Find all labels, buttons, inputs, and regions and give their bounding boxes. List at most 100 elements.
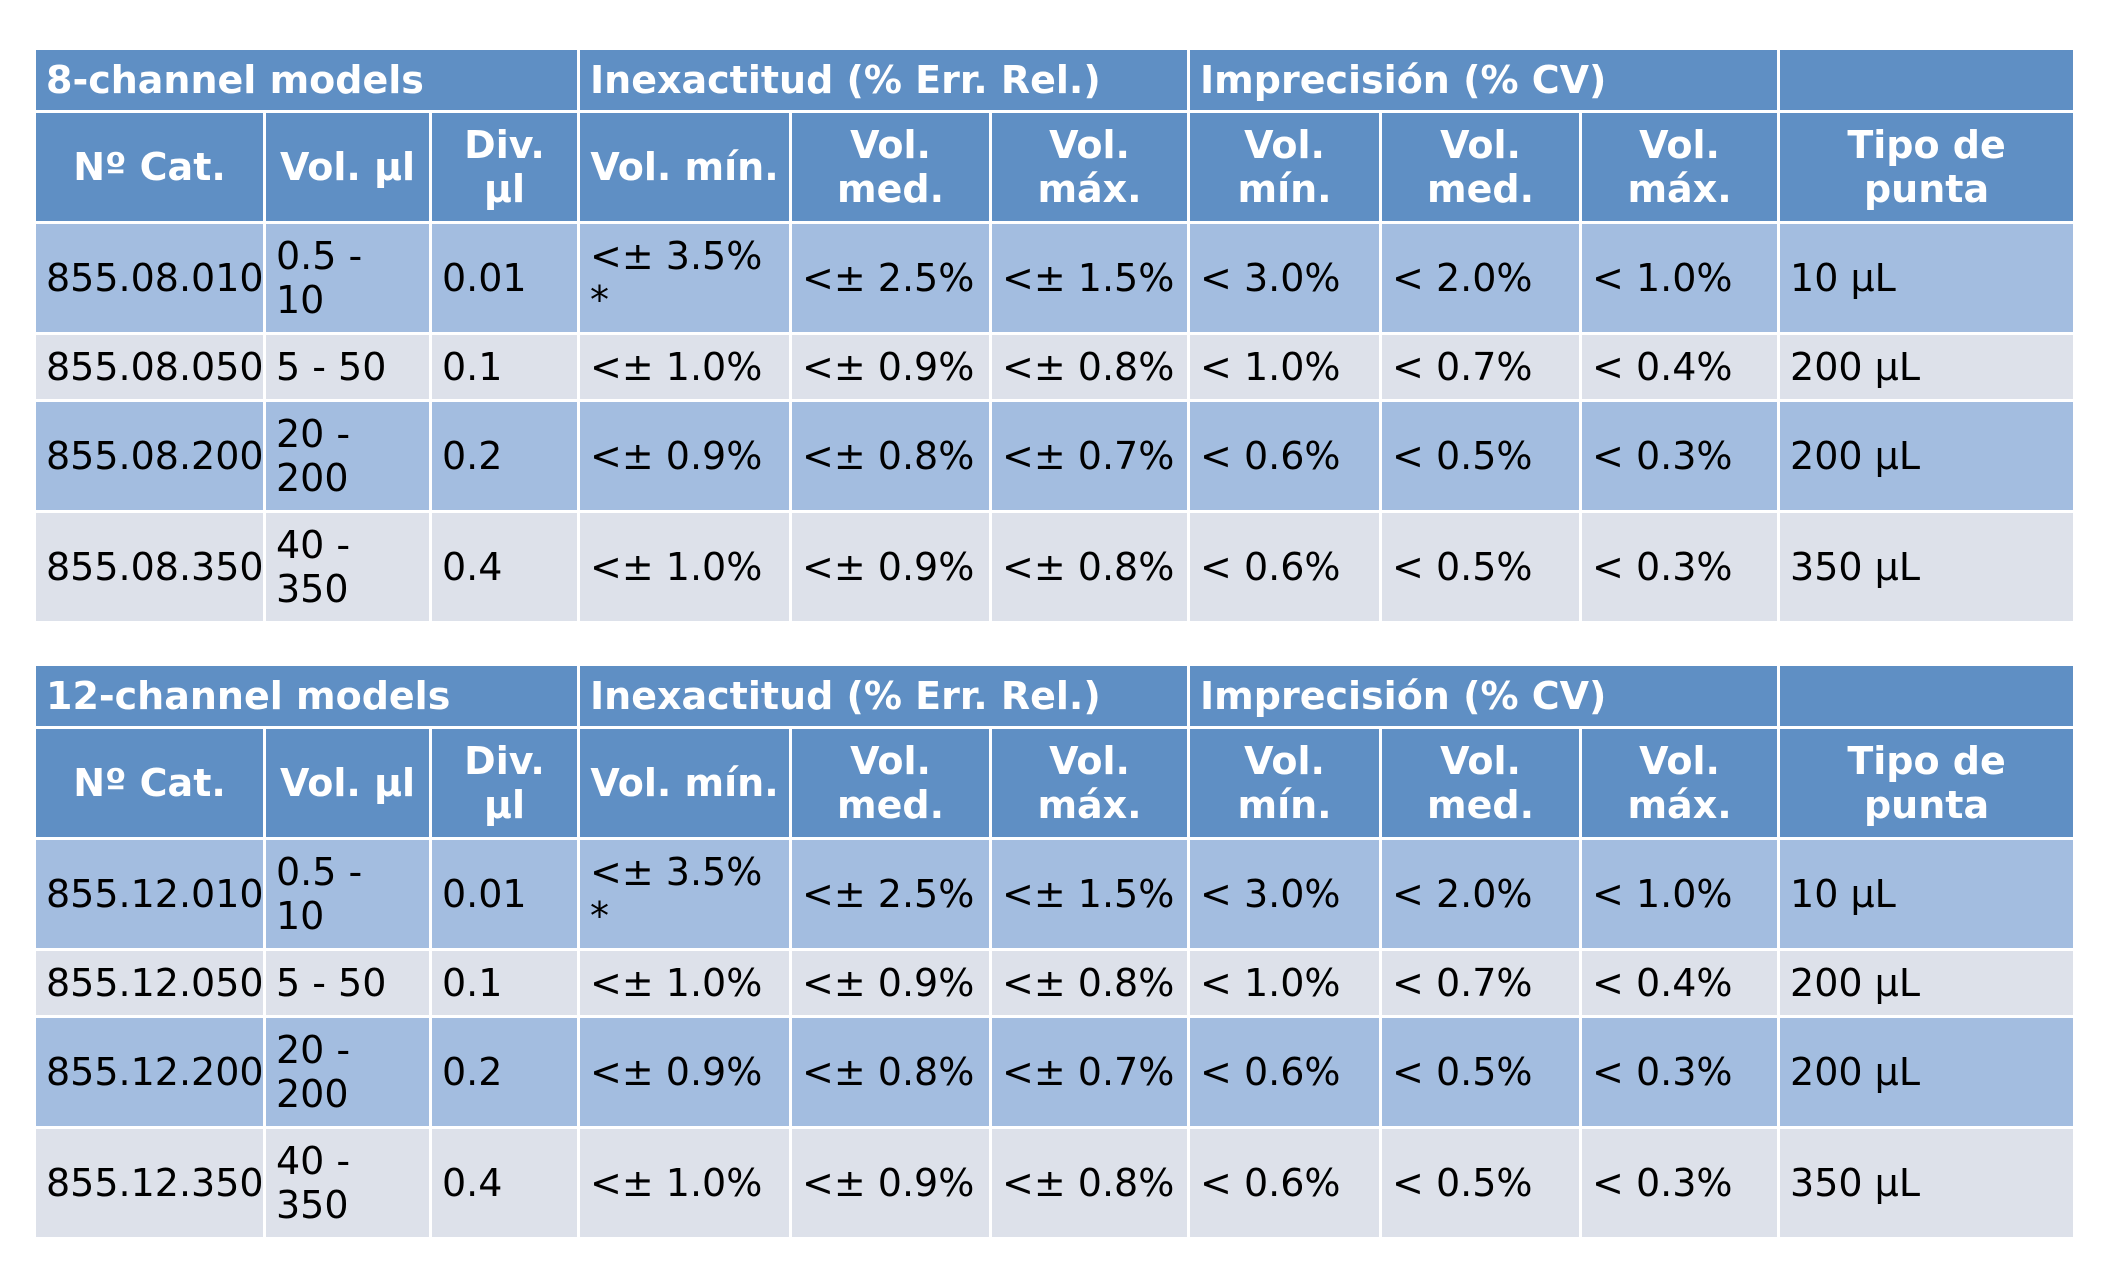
column-header-vol: Vol. µl xyxy=(263,726,432,840)
cell-tipo: 10 µL xyxy=(1777,837,2077,951)
cell-tipo: 350 µL xyxy=(1777,510,2077,624)
cell-inex-min: <± 1.0% xyxy=(577,332,793,402)
cell-imp-med: < 0.5% xyxy=(1379,399,1583,513)
cell-imp-max: < 0.3% xyxy=(1579,399,1781,513)
cell-cat: 855.08.350 xyxy=(33,510,266,624)
group-header-empty xyxy=(1777,47,2077,113)
group-header-empty xyxy=(1777,663,2077,729)
cell-imp-min: < 0.6% xyxy=(1187,399,1383,513)
cell-tipo: 200 µL xyxy=(1777,399,2077,513)
cell-vol: 0.5 - 10 xyxy=(263,837,432,951)
cell-inex-max: <± 0.8% xyxy=(989,332,1191,402)
cell-vol: 5 - 50 xyxy=(263,948,432,1018)
cell-tipo: 10 µL xyxy=(1777,221,2077,335)
cell-div: 0.2 xyxy=(428,1015,581,1129)
cell-imp-med: < 2.0% xyxy=(1379,837,1583,951)
table-title: 12-channel models xyxy=(32,663,581,729)
column-header-imp-max: Vol. máx. xyxy=(1579,726,1781,840)
column-header-tipo: Tipo de punta xyxy=(1777,110,2077,224)
cell-inex-min: <± 1.0% xyxy=(577,1126,793,1240)
cell-div: 0.4 xyxy=(428,510,581,624)
cell-cat: 855.08.050 xyxy=(33,332,266,402)
cell-inex-med: <± 2.5% xyxy=(789,837,993,951)
table-row: 855.08.010 0.5 - 10 0.01 <± 3.5% * <± 2.… xyxy=(33,221,2077,335)
column-header-inex-min: Vol. mín. xyxy=(577,110,793,224)
cell-inex-med: <± 0.9% xyxy=(789,948,993,1018)
cell-inex-med: <± 0.9% xyxy=(789,332,993,402)
cell-inex-max: <± 0.8% xyxy=(989,510,1191,624)
cell-inex-max: <± 1.5% xyxy=(989,837,1191,951)
cell-div: 0.2 xyxy=(428,399,581,513)
cell-inex-med: <± 0.8% xyxy=(789,1015,993,1129)
cell-cat: 855.12.050 xyxy=(33,948,266,1018)
column-header-div: Div. µl xyxy=(428,110,581,224)
cell-imp-max: < 0.4% xyxy=(1579,332,1781,402)
cell-imp-max: < 0.4% xyxy=(1579,948,1781,1018)
cell-inex-max: <± 0.8% xyxy=(989,948,1191,1018)
column-header-imp-med: Vol. med. xyxy=(1379,110,1583,224)
cell-tipo: 200 µL xyxy=(1777,332,2077,402)
cell-inex-min: <± 1.0% xyxy=(577,510,793,624)
column-header-cat: Nº Cat. xyxy=(33,110,266,224)
cell-imp-med: < 0.7% xyxy=(1379,332,1583,402)
cell-inex-med: <± 2.5% xyxy=(789,221,993,335)
cell-imp-med: < 2.0% xyxy=(1379,221,1583,335)
column-header-div: Div. µl xyxy=(428,726,581,840)
cell-cat: 855.08.010 xyxy=(33,221,266,335)
cell-inex-med: <± 0.9% xyxy=(789,1126,993,1240)
cell-cat: 855.12.010 xyxy=(33,837,266,951)
cell-div: 0.4 xyxy=(428,1126,581,1240)
spec-table-8-channel: 8-channel models Inexactitud (% Err. Rel… xyxy=(32,47,2077,624)
column-header-inex-med: Vol. med. xyxy=(789,110,993,224)
cell-inex-min: <± 0.9% xyxy=(577,399,793,513)
cell-imp-med: < 0.5% xyxy=(1379,1015,1583,1129)
table-row: 855.12.050 5 - 50 0.1 <± 1.0% <± 0.9% <±… xyxy=(33,948,2077,1018)
cell-cat: 855.12.200 xyxy=(33,1015,266,1129)
cell-vol: 20 - 200 xyxy=(263,399,432,513)
spec-table-12-channel: 12-channel models Inexactitud (% Err. Re… xyxy=(32,663,2077,1240)
table-row: 855.08.200 20 - 200 0.2 <± 0.9% <± 0.8% … xyxy=(33,399,2077,513)
cell-inex-med: <± 0.9% xyxy=(789,510,993,624)
cell-inex-max: <± 0.7% xyxy=(989,399,1191,513)
group-header-imprecision: Imprecisión (% CV) xyxy=(1187,663,1781,729)
cell-imp-max: < 0.3% xyxy=(1579,1015,1781,1129)
column-header-inex-max: Vol. máx. xyxy=(989,110,1191,224)
cell-imp-max: < 0.3% xyxy=(1579,1126,1781,1240)
column-header-imp-min: Vol. mín. xyxy=(1187,110,1383,224)
table-title: 8-channel models xyxy=(32,47,581,113)
cell-div: 0.1 xyxy=(428,332,581,402)
cell-inex-min: <± 0.9% xyxy=(577,1015,793,1129)
column-header-inex-max: Vol. máx. xyxy=(989,726,1191,840)
cell-inex-max: <± 0.8% xyxy=(989,1126,1191,1240)
group-header-imprecision: Imprecisión (% CV) xyxy=(1187,47,1781,113)
cell-imp-min: < 1.0% xyxy=(1187,332,1383,402)
cell-inex-med: <± 0.8% xyxy=(789,399,993,513)
column-header-cat: Nº Cat. xyxy=(33,726,266,840)
cell-inex-max: <± 0.7% xyxy=(989,1015,1191,1129)
cell-imp-min: < 0.6% xyxy=(1187,510,1383,624)
cell-tipo: 350 µL xyxy=(1777,1126,2077,1240)
column-header-imp-med: Vol. med. xyxy=(1379,726,1583,840)
cell-vol: 40 - 350 xyxy=(263,510,432,624)
cell-imp-med: < 0.5% xyxy=(1379,510,1583,624)
cell-vol: 20 - 200 xyxy=(263,1015,432,1129)
cell-inex-min: <± 3.5% * xyxy=(577,837,793,951)
cell-imp-max: < 1.0% xyxy=(1579,837,1781,951)
cell-vol: 5 - 50 xyxy=(263,332,432,402)
cell-imp-med: < 0.5% xyxy=(1379,1126,1583,1240)
table-row: 855.12.350 40 - 350 0.4 <± 1.0% <± 0.9% … xyxy=(33,1126,2077,1240)
cell-imp-min: < 0.6% xyxy=(1187,1015,1383,1129)
cell-tipo: 200 µL xyxy=(1777,948,2077,1018)
table-row: 855.12.200 20 - 200 0.2 <± 0.9% <± 0.8% … xyxy=(33,1015,2077,1129)
cell-tipo: 200 µL xyxy=(1777,1015,2077,1129)
column-header-tipo: Tipo de punta xyxy=(1777,726,2077,840)
table-row: 855.12.010 0.5 - 10 0.01 <± 3.5% * <± 2.… xyxy=(33,837,2077,951)
cell-imp-min: < 3.0% xyxy=(1187,221,1383,335)
cell-inex-max: <± 1.5% xyxy=(989,221,1191,335)
cell-div: 0.1 xyxy=(428,948,581,1018)
column-header-inex-min: Vol. mín. xyxy=(577,726,793,840)
cell-vol: 0.5 - 10 xyxy=(263,221,432,335)
cell-imp-min: < 3.0% xyxy=(1187,837,1383,951)
column-header-imp-max: Vol. máx. xyxy=(1579,110,1781,224)
group-header-inexactitud: Inexactitud (% Err. Rel.) xyxy=(577,663,1191,729)
